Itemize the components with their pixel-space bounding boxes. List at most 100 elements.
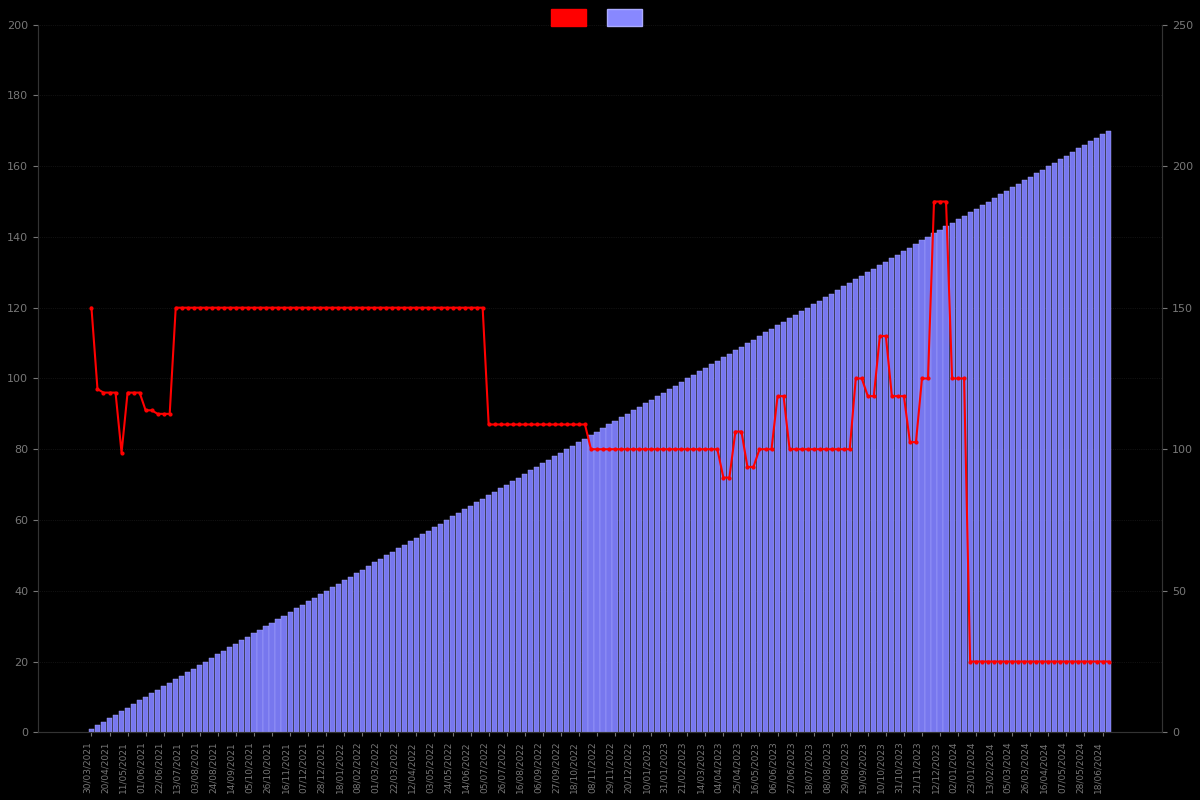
Bar — [239, 640, 245, 732]
Bar — [342, 580, 347, 732]
Bar — [949, 222, 955, 732]
Bar — [991, 198, 997, 732]
Bar — [1046, 166, 1051, 732]
Bar — [781, 322, 786, 732]
Bar — [973, 209, 979, 732]
Bar — [1039, 170, 1045, 732]
Bar — [1003, 191, 1009, 732]
Bar — [745, 343, 750, 732]
Bar — [546, 460, 552, 732]
Bar — [859, 276, 864, 732]
Bar — [161, 686, 167, 732]
Bar — [486, 495, 491, 732]
Bar — [919, 241, 924, 732]
Bar — [1106, 130, 1111, 732]
Bar — [89, 729, 94, 732]
Bar — [1076, 149, 1081, 732]
Bar — [1015, 184, 1021, 732]
Bar — [432, 527, 437, 732]
Bar — [402, 545, 407, 732]
Bar — [522, 474, 527, 732]
Bar — [961, 216, 967, 732]
Bar — [655, 396, 660, 732]
Bar — [685, 378, 690, 732]
Bar — [282, 615, 287, 732]
Bar — [372, 562, 377, 732]
Bar — [841, 286, 846, 732]
Bar — [197, 665, 203, 732]
Bar — [733, 350, 738, 732]
Bar — [1027, 177, 1033, 732]
Bar — [336, 584, 341, 732]
Bar — [221, 651, 227, 732]
Bar — [673, 386, 678, 732]
Bar — [811, 304, 816, 732]
Bar — [203, 662, 209, 732]
Bar — [624, 414, 630, 732]
Bar — [528, 470, 533, 732]
Bar — [931, 234, 936, 732]
Bar — [251, 634, 257, 732]
Bar — [456, 513, 461, 732]
Bar — [1100, 134, 1105, 732]
Bar — [937, 230, 942, 732]
Bar — [113, 714, 118, 732]
Bar — [871, 269, 876, 732]
Bar — [215, 654, 221, 732]
Bar — [390, 552, 395, 732]
Bar — [979, 205, 985, 732]
Bar — [516, 478, 521, 732]
Bar — [805, 308, 810, 732]
Bar — [330, 587, 335, 732]
Bar — [727, 354, 732, 732]
Bar — [1052, 162, 1057, 732]
Bar — [648, 400, 654, 732]
Bar — [426, 530, 431, 732]
Bar — [709, 364, 714, 732]
Bar — [757, 336, 762, 732]
Bar — [137, 701, 142, 732]
Bar — [534, 467, 539, 732]
Bar — [817, 301, 822, 732]
Bar — [107, 718, 112, 732]
Bar — [895, 254, 900, 732]
Bar — [703, 368, 708, 732]
Bar — [468, 506, 473, 732]
Bar — [167, 682, 173, 732]
Bar — [276, 619, 281, 732]
Bar — [955, 219, 961, 732]
Bar — [636, 406, 642, 732]
Bar — [498, 488, 503, 732]
Bar — [131, 704, 136, 732]
Bar — [474, 502, 479, 732]
Bar — [793, 314, 798, 732]
Bar — [787, 318, 792, 732]
Bar — [865, 272, 870, 732]
Bar — [1094, 138, 1099, 732]
Bar — [125, 707, 130, 732]
Bar — [630, 410, 636, 732]
Bar — [667, 389, 672, 732]
Bar — [967, 212, 973, 732]
Bar — [691, 375, 696, 732]
Bar — [1082, 145, 1087, 732]
Legend: , : , — [546, 3, 654, 31]
Bar — [751, 339, 756, 732]
Bar — [642, 403, 648, 732]
Bar — [270, 622, 275, 732]
Bar — [552, 456, 558, 732]
Bar — [179, 676, 185, 732]
Bar — [480, 498, 485, 732]
Bar — [985, 202, 991, 732]
Bar — [925, 237, 930, 732]
Bar — [889, 258, 894, 732]
Bar — [907, 247, 912, 732]
Bar — [564, 450, 570, 732]
Bar — [396, 548, 401, 732]
Bar — [312, 598, 317, 732]
Bar — [606, 425, 612, 732]
Bar — [1064, 155, 1069, 732]
Bar — [1058, 159, 1063, 732]
Bar — [823, 297, 828, 732]
Bar — [847, 283, 852, 732]
